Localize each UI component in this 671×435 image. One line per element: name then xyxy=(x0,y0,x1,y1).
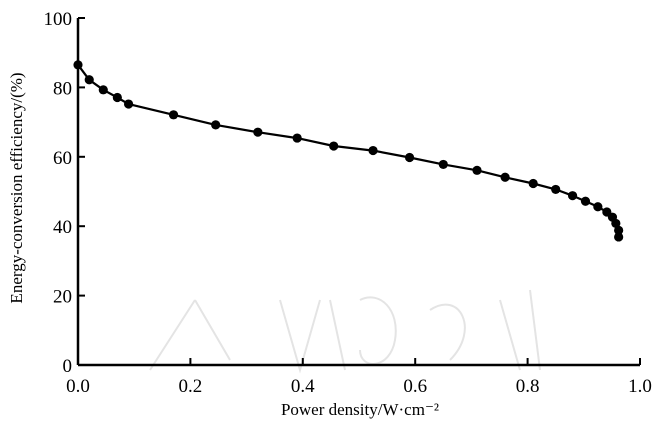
data-point xyxy=(98,85,108,95)
series-line xyxy=(77,64,620,237)
data-point xyxy=(472,165,482,175)
data-point xyxy=(614,225,624,235)
data-point xyxy=(438,159,448,170)
y-tick-label: 80 xyxy=(53,78,72,99)
data-point xyxy=(84,75,94,85)
data-point xyxy=(73,60,83,70)
axes xyxy=(76,18,640,367)
data-point xyxy=(211,120,221,130)
data-point xyxy=(292,133,302,143)
data-point xyxy=(112,92,122,103)
data-point xyxy=(329,141,339,151)
data-points xyxy=(73,60,624,242)
series-line-layer xyxy=(77,64,620,237)
data-point xyxy=(614,232,624,242)
y-tick-label: 60 xyxy=(53,148,72,169)
data-point xyxy=(551,184,561,195)
y-tick-label: 40 xyxy=(53,217,72,238)
watermark xyxy=(149,289,541,374)
ticks: 0.0 0.2 0.4 0.6 0.8 1.0 0 20 40 60 80 100 xyxy=(44,9,652,397)
x-tick-label: 0.6 xyxy=(403,376,427,397)
x-tick-label: 0.4 xyxy=(291,376,315,397)
x-tick-label: 1.0 xyxy=(628,376,652,397)
data-point xyxy=(404,152,415,163)
data-point xyxy=(611,218,621,229)
data-point xyxy=(580,196,591,206)
y-tick-label: 20 xyxy=(53,287,72,308)
data-point xyxy=(368,145,378,156)
data-point xyxy=(253,127,263,137)
data-point xyxy=(168,110,179,120)
x-tick-label: 0.8 xyxy=(516,376,540,397)
x-axis-title: Power density/W·cm⁻² xyxy=(281,400,439,419)
data-point xyxy=(500,172,510,182)
x-tick-label: 0.2 xyxy=(179,376,203,397)
data-point xyxy=(123,99,134,109)
x-tick-label: 0.0 xyxy=(66,376,90,397)
data-point xyxy=(567,191,578,201)
data-point xyxy=(593,202,603,212)
data-point xyxy=(528,178,538,189)
y-axis-title: Energy-conversion efficiency/(%) xyxy=(7,72,26,303)
y-tick-label: 100 xyxy=(44,9,73,30)
y-tick-label: 0 xyxy=(63,356,73,377)
